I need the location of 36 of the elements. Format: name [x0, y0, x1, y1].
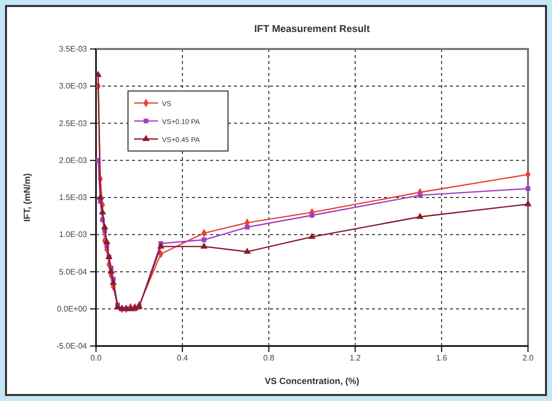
point [418, 192, 422, 198]
point [98, 208, 106, 214]
x-tick-label: 0.8 [263, 354, 275, 363]
point [110, 278, 117, 285]
point [101, 223, 108, 230]
point [157, 242, 164, 249]
point [244, 248, 251, 254]
x-axis-title: VS Concentration, (%) [264, 376, 360, 386]
chart-title: IFT Measurement Result [254, 24, 370, 35]
point [526, 186, 530, 191]
point [310, 212, 314, 218]
y-tick-label: 3.5E-03 [58, 44, 88, 54]
point [308, 232, 316, 239]
point [416, 212, 424, 219]
x-tick-label: 0.4 [176, 354, 189, 363]
point [202, 237, 206, 242]
y-tick-label: 5.0E-04 [58, 267, 88, 276]
point [244, 224, 250, 230]
x-tick-label: 0.0 [90, 354, 102, 363]
point [103, 238, 110, 244]
x-tick-label: 1.6 [436, 354, 448, 363]
x-tick-label: 1.2 [350, 354, 362, 363]
y-tick-label: 3.0E-03 [58, 82, 88, 91]
y-tick-label: -5.0E-04 [56, 342, 88, 351]
point [96, 193, 104, 200]
y-tick-label: 1.0E-03 [58, 230, 88, 240]
y-tick-label: 1.5E-03 [58, 193, 88, 202]
y-tick-label: 2.0E-03 [58, 156, 88, 165]
x-tick-label: 2.0 [522, 354, 534, 363]
y-axis-title: IFT, (mN/m) [22, 173, 32, 222]
point [524, 200, 532, 206]
y-tick-label: 0.0E+00 [56, 304, 88, 314]
y-tick-label: 2.5E-03 [58, 118, 88, 128]
point [94, 70, 102, 78]
point [108, 268, 115, 274]
point [200, 242, 208, 249]
